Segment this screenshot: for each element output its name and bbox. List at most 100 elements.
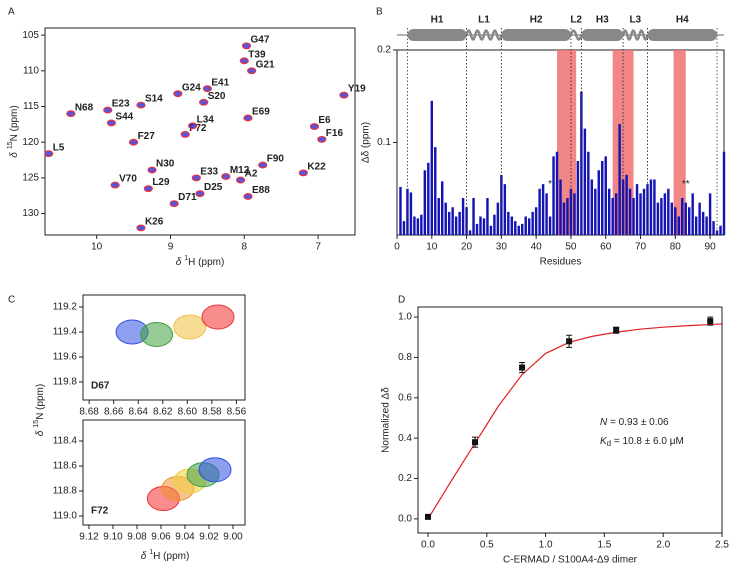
bar (413, 216, 416, 235)
peak (202, 85, 212, 93)
axis-label: δ 15N (ppm) (33, 384, 46, 436)
panel-letter: A (8, 7, 15, 18)
peak-label: S44 (115, 112, 133, 123)
bar (607, 188, 611, 235)
bar (541, 184, 545, 235)
peak-label: K22 (307, 162, 326, 173)
bar (576, 161, 580, 235)
axis-label: C-ERMAD / S100A4-Δ9 dimer (503, 555, 638, 566)
bar (653, 179, 656, 235)
peak (243, 114, 253, 122)
bar (496, 202, 500, 235)
axis-label: δ 1H (ppm) (141, 549, 190, 562)
bar (698, 202, 701, 235)
x-tick-label: 8.56 (227, 407, 247, 418)
peak-label: S20 (208, 91, 226, 102)
bar (566, 198, 569, 235)
x-tick-label: 8 (242, 242, 248, 253)
x-tick-label: 70 (635, 242, 647, 253)
bar (667, 188, 670, 235)
x-tick-label: 1.0 (539, 540, 553, 551)
peak-label: L29 (152, 177, 170, 188)
bar (663, 193, 667, 235)
fit-annotation: Kd = 10.8 ± 6.0 μM (600, 436, 684, 448)
peak (241, 42, 252, 50)
bar (521, 223, 524, 235)
peak (199, 98, 209, 106)
panel-letter: C (8, 295, 15, 306)
peak-label: L34 (197, 114, 215, 125)
plot-frame (82, 294, 246, 401)
peak (195, 190, 205, 198)
segment-label: L1 (478, 15, 490, 26)
data-point (472, 439, 479, 446)
x-tick-label: 40 (531, 242, 543, 253)
bar (687, 207, 691, 235)
bar (573, 193, 576, 235)
peak (44, 150, 54, 158)
peak (247, 67, 257, 75)
annotation-symbol: N (600, 417, 608, 428)
x-tick-label: 50 (565, 242, 577, 253)
x-tick-label: 80 (670, 242, 682, 253)
label-isotope: 15 (7, 141, 14, 149)
peak (191, 174, 201, 182)
annotation-text: = 0.93 ± 0.06 (607, 417, 669, 428)
x-tick-label: 7 (315, 242, 321, 253)
x-tick-label: 0.5 (480, 540, 494, 551)
plot-frame (44, 27, 356, 236)
label-text: N (ppm) (35, 384, 46, 420)
x-tick-label: 8.68 (79, 407, 99, 418)
bar (500, 174, 503, 235)
segment-label: L2 (570, 15, 582, 26)
bar (712, 221, 715, 235)
helix (407, 29, 467, 41)
bar (406, 188, 409, 235)
bar (708, 193, 712, 235)
label-symbol: δ (9, 152, 20, 158)
x-tick-label: 9.02 (199, 532, 219, 543)
bar (507, 211, 510, 235)
bar (597, 170, 600, 235)
bar (583, 128, 587, 235)
peak (136, 101, 146, 109)
peak (180, 130, 190, 138)
x-tick-label: 9.04 (175, 532, 195, 543)
plot-frame (82, 419, 246, 526)
bar (472, 198, 475, 235)
peak (243, 193, 253, 200)
label-symbol: δ (176, 257, 182, 268)
x-tick-label: 90 (705, 242, 717, 253)
bar (715, 230, 719, 235)
data-point (566, 338, 573, 345)
peak-label: G21 (256, 59, 275, 70)
bar (493, 214, 496, 235)
y-tick-label: 0.6 (398, 392, 412, 403)
peak (188, 122, 198, 130)
y-tick-label: 110 (23, 65, 39, 76)
x-tick-label: 1.5 (597, 540, 611, 551)
bar (569, 188, 573, 235)
bar (538, 188, 541, 235)
bar (468, 230, 472, 235)
peak-label: E23 (112, 99, 130, 110)
bar (503, 184, 507, 235)
bar (604, 156, 607, 235)
peak (221, 173, 231, 180)
helix (581, 29, 624, 41)
peak-label: D25 (204, 182, 223, 193)
y-tick-label: 118.6 (53, 461, 78, 472)
loop (621, 29, 649, 41)
peak-label: F90 (267, 154, 285, 165)
x-tick-label: 9.06 (151, 532, 171, 543)
bar (684, 202, 687, 235)
bar (656, 202, 660, 235)
peak (147, 166, 157, 174)
annotation: ** (682, 179, 690, 190)
y-tick-label: 118.4 (53, 436, 78, 447)
bar (681, 198, 684, 235)
bar (719, 225, 722, 235)
annotation: * (548, 179, 552, 190)
bar (475, 223, 479, 235)
